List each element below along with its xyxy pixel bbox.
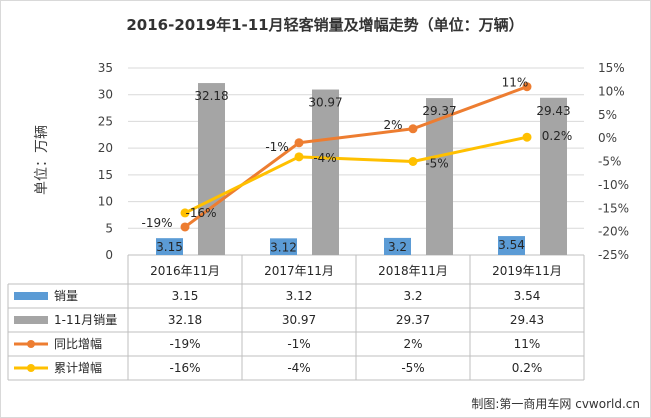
legend-entry: 销量 [54,289,78,303]
table-cell: 11% [514,337,541,351]
y-left-tick-label: 15 [98,168,113,182]
y-left-tick-label: 30 [98,88,113,102]
data-point [294,138,304,148]
table-cell: -4% [287,361,310,375]
table-cell: 3.15 [172,289,199,303]
data-label: 29.43 [536,104,570,118]
legend-entry: 同比增幅 [54,336,102,351]
axis-ticks: 0 5 10 15 20 25 30 35 -25% -20% -15% -10% -5% 0% 5% 10%… [98,61,629,262]
y-right-tick-label: 15% [598,61,625,75]
bar [156,238,183,255]
data-point [408,124,418,134]
table-cell: 3.54 [514,289,541,303]
y-right-tick-label: -25% [598,248,629,262]
bar [426,98,453,255]
table-cell: 3.12 [286,289,313,303]
data-label: 0.2% [542,129,573,143]
legend-swatch [14,292,48,300]
data-label: 30.97 [308,96,342,110]
data-label: -4% [313,151,336,165]
table-cell: -19% [169,337,200,351]
bar [498,236,525,255]
legend-swatch [14,316,48,324]
y-left-tick-label: 35 [98,61,113,75]
series-line [184,85,528,229]
data-label: 3.15 [156,240,183,254]
table-cell: -5% [401,361,424,375]
x-tick-label: 2016年11月 [150,264,220,278]
data-label: 11% [502,76,529,90]
data-label: 3.2 [388,240,407,254]
data-label: 2% [383,118,402,132]
y-left-tick-label: 10 [98,195,113,209]
source-credit: 制图:第一商用车网 cvworld.cn [471,396,640,411]
series-line [184,135,528,215]
y-left-tick-label: 5 [105,221,113,235]
table-cell: -1% [287,337,310,351]
y-right-tick-label: 10% [598,84,625,98]
y-right-tick-label: 0% [598,131,617,145]
x-tick-label: 2019年11月 [492,264,562,278]
y-left-tick-label: 20 [98,141,113,155]
bars [156,83,567,256]
table-cell: 32.18 [168,313,202,327]
table-cell: 29.37 [396,313,430,327]
table-cell: 2% [403,337,422,351]
data-label: 3.12 [270,240,297,254]
data-label: 3.54 [498,238,525,252]
bar [384,237,411,255]
y-right-tick-label: -20% [598,225,629,239]
y-right-tick-label: -10% [598,178,629,192]
table-cell: -16% [169,361,200,375]
data-point [522,82,532,92]
legend-entry: 1-11月销量 [54,313,117,327]
data-point [294,152,304,162]
data-label: -19% [141,216,172,230]
legend-entry: 累计增幅 [54,360,102,375]
bar [270,238,297,255]
bar [198,83,225,255]
y-left-tick-label: 0 [105,248,113,262]
table-cell: 30.97 [282,313,316,327]
bar [540,97,567,256]
y-right-tick-label: -15% [598,201,629,215]
chart-title: 2016-2019年1-11月轻客销量及增幅走势（单位：万辆） [126,16,523,34]
data-label: -1% [265,140,288,154]
x-tick-label: 2017年11月 [264,264,334,278]
data-label: -16% [185,206,216,220]
data-point [408,157,418,166]
data-point [180,208,190,218]
data-point [180,222,190,232]
legend-marker [27,364,35,372]
data-label: -5% [425,157,448,171]
y-axis-label: 单位：万辆 [34,125,50,195]
y-left-tick-label: 25 [98,114,113,128]
y-right-tick-label: 5% [598,108,617,122]
data-label: 29.37 [422,104,456,118]
data-point [522,132,532,142]
x-tick-label: 2018年11月 [378,264,448,278]
table-cell: 0.2% [512,361,543,375]
legend-marker [27,340,35,348]
bar [312,89,339,256]
table-cell: 3.2 [403,289,422,303]
data-label: 32.18 [194,89,228,103]
y-right-tick-label: -5% [598,155,621,169]
lines [180,82,532,232]
table-cell: 29.43 [510,313,544,327]
